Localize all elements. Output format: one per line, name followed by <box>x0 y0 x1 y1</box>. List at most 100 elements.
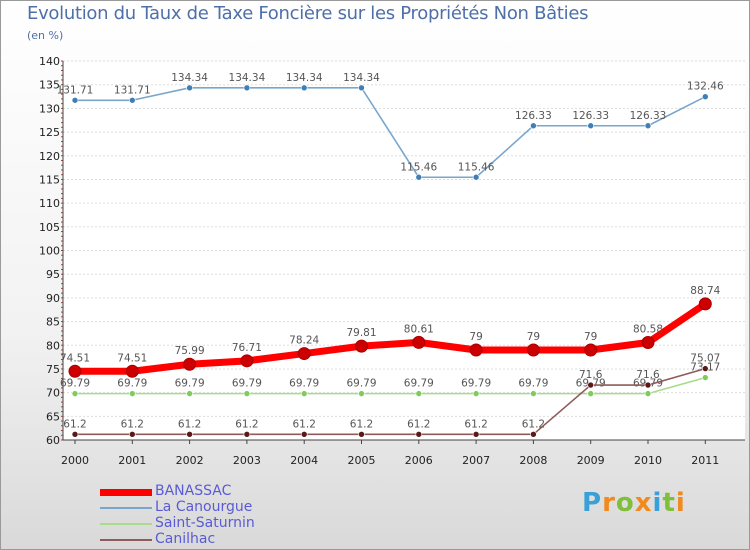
x-tick-label: 2003 <box>233 454 261 467</box>
y-minor-tick <box>61 401 63 403</box>
y-minor-tick <box>61 340 63 342</box>
data-point <box>240 354 254 368</box>
legend-label: La Canourgue <box>155 499 253 515</box>
data-label: 115.46 <box>400 161 437 173</box>
data-label: 61.2 <box>63 418 86 430</box>
data-label: 126.33 <box>515 110 552 122</box>
y-tick-label: 80 <box>46 339 60 352</box>
x-tick-label: 2009 <box>577 454 605 467</box>
y-minor-tick <box>61 254 63 256</box>
data-label: 61.2 <box>350 418 373 430</box>
data-label: 69.79 <box>346 378 376 390</box>
data-label: 61.2 <box>178 418 201 430</box>
data-point <box>300 390 308 397</box>
data-point <box>587 390 595 397</box>
y-minor-tick <box>61 216 63 218</box>
y-minor-tick <box>61 141 63 143</box>
y-minor-tick <box>61 112 63 114</box>
data-point <box>530 431 537 438</box>
x-tick-label: 2008 <box>519 454 547 467</box>
logo-letter: i <box>675 488 686 518</box>
y-minor-tick <box>61 88 63 90</box>
y-minor-tick <box>61 264 63 266</box>
data-point <box>300 84 308 92</box>
y-minor-tick <box>61 250 63 251</box>
y-minor-tick <box>61 316 63 318</box>
y-minor-tick <box>61 107 63 109</box>
y-minor-tick <box>61 387 63 389</box>
y-minor-tick <box>61 382 63 384</box>
y-minor-tick <box>61 103 63 105</box>
data-label: 71.6 <box>636 369 660 381</box>
data-point <box>358 84 365 92</box>
data-label: 126.33 <box>572 110 609 122</box>
y-minor-tick <box>61 283 63 285</box>
data-label: 61.2 <box>522 418 545 430</box>
y-minor-tick <box>61 439 63 441</box>
data-label: 76.71 <box>232 342 262 354</box>
y-tick-label: 130 <box>39 102 60 115</box>
data-point <box>415 431 423 438</box>
data-point <box>243 431 251 438</box>
data-label: 61.2 <box>235 418 258 430</box>
y-tick-label: 135 <box>39 79 60 92</box>
data-label: 69.79 <box>289 378 319 390</box>
data-label: 69.79 <box>404 378 434 390</box>
data-point <box>186 390 193 397</box>
data-label: 131.71 <box>57 84 94 96</box>
y-minor-tick <box>61 259 63 261</box>
logo-letter: i <box>652 488 663 518</box>
data-point <box>129 390 136 397</box>
data-label: 132.46 <box>687 81 724 93</box>
y-minor-tick <box>61 136 63 138</box>
data-point <box>472 390 480 397</box>
data-label: 75.99 <box>175 345 205 357</box>
x-tick-label: 2005 <box>348 454 376 467</box>
data-label: 69.79 <box>60 378 90 390</box>
data-point <box>641 336 655 350</box>
y-minor-tick <box>61 169 63 171</box>
y-tick-label: 140 <box>39 55 60 68</box>
legend-item: Saint-Saturnin <box>100 515 300 532</box>
data-label: 69.79 <box>175 378 205 390</box>
y-minor-tick <box>61 84 63 86</box>
data-point <box>71 431 79 438</box>
data-point <box>186 84 193 92</box>
data-label: 61.2 <box>121 418 144 430</box>
data-point <box>71 96 79 104</box>
y-minor-tick <box>61 183 63 185</box>
data-point <box>243 390 251 397</box>
legend-swatch <box>100 489 152 496</box>
y-minor-tick <box>61 321 63 323</box>
series-line-saint-saturnin <box>74 376 707 395</box>
y-tick-label: 115 <box>39 173 60 186</box>
data-point <box>701 374 709 381</box>
y-minor-tick <box>61 197 63 199</box>
series-line-banassac <box>71 300 709 375</box>
y-minor-tick <box>61 287 63 289</box>
y-minor-tick <box>61 302 63 304</box>
y-minor-tick <box>61 79 63 81</box>
data-point <box>129 431 136 438</box>
y-minor-tick <box>61 311 63 313</box>
legend: BANASSAC La Canourgue Saint-Saturnin Canilh… <box>100 483 300 548</box>
data-label: 131.71 <box>114 84 151 96</box>
legend-label: BANASSAC <box>155 483 232 499</box>
y-minor-tick <box>61 415 63 417</box>
series-line-canilhac <box>74 367 707 436</box>
y-minor-tick <box>61 93 63 95</box>
data-label: 134.34 <box>171 72 208 84</box>
y-tick-label: 70 <box>46 387 60 400</box>
logo-letter: t <box>662 488 676 518</box>
y-minor-tick <box>61 131 63 133</box>
x-tick-label: 2004 <box>290 454 318 467</box>
y-minor-tick <box>61 155 63 157</box>
y-tick-label: 60 <box>46 434 60 447</box>
data-label: 79 <box>584 331 597 343</box>
data-point <box>530 122 537 130</box>
y-minor-tick <box>61 354 63 356</box>
data-point <box>243 84 251 92</box>
data-label: 134.34 <box>229 72 266 84</box>
y-minor-tick <box>61 373 63 375</box>
